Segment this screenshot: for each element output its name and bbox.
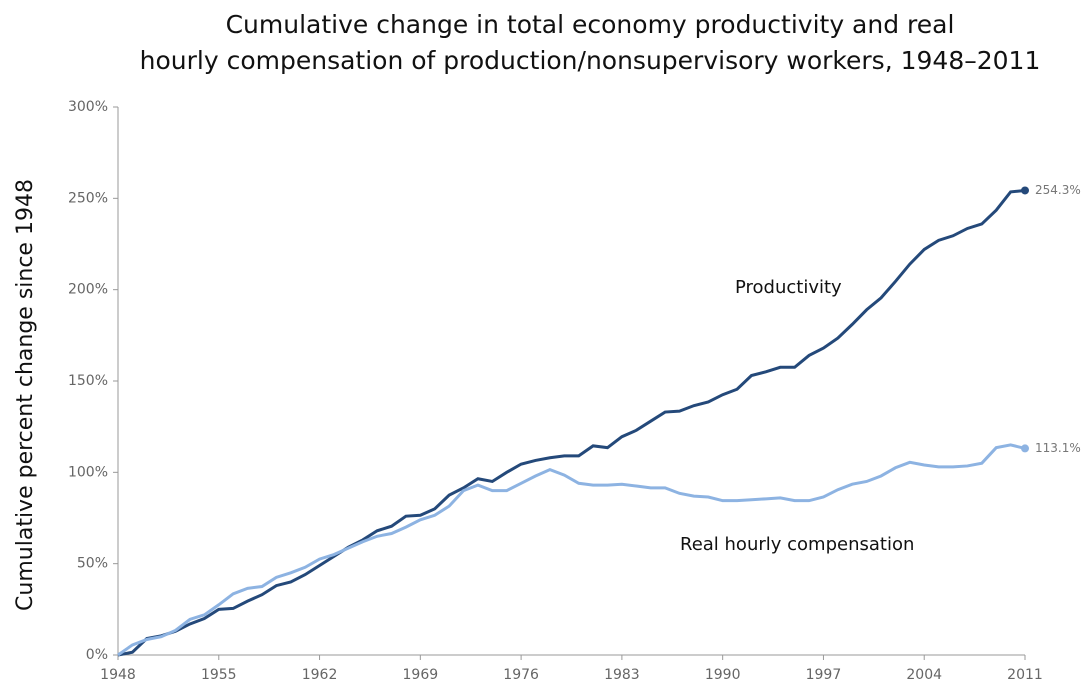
chart-title: Cumulative change in total economy produ…: [226, 10, 955, 39]
end-label: 254.3%: [1035, 183, 1081, 197]
x-tick-label: 1997: [806, 667, 842, 683]
series-label: Real hourly compensation: [680, 534, 914, 555]
end-point: [1021, 186, 1029, 195]
x-tick-label: 1955: [201, 667, 237, 683]
x-tick-label: 1969: [403, 667, 439, 683]
x-tick-label: 2011: [1007, 667, 1043, 683]
series-line: [117, 188, 1026, 657]
chart-title: hourly compensation of production/nonsup…: [140, 46, 1041, 75]
y-tick-label: 250%: [68, 190, 108, 206]
series-line: [117, 443, 1026, 657]
series-label: Productivity: [735, 277, 842, 298]
x-tick-label: 1976: [503, 667, 539, 683]
y-tick-label: 200%: [68, 282, 108, 298]
y-tick-label: 150%: [68, 373, 108, 389]
x-tick-label: 1948: [100, 667, 136, 683]
x-tick-label: 1983: [604, 667, 640, 683]
y-tick-label: 0%: [86, 647, 108, 663]
x-tick-label: 1962: [302, 667, 338, 683]
x-tick-label: 1990: [705, 667, 741, 683]
end-label: 113.1%: [1035, 441, 1081, 455]
x-tick-label: 2004: [906, 667, 942, 683]
y-axis-label: Cumulative percent change since 1948: [13, 179, 38, 611]
y-tick-label: 300%: [68, 99, 108, 115]
end-point: [1021, 444, 1029, 453]
y-tick-label: 100%: [68, 464, 108, 480]
y-tick-label: 50%: [77, 556, 108, 572]
